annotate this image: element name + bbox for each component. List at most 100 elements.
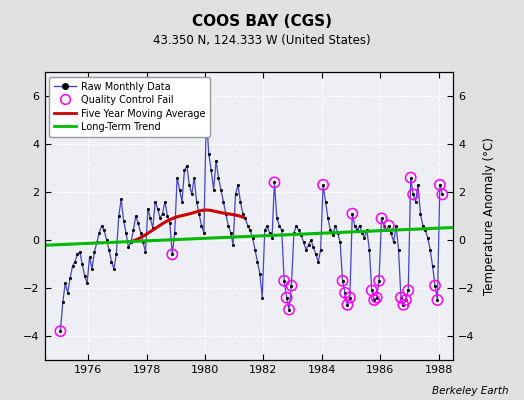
Point bbox=[197, 222, 205, 229]
Point bbox=[431, 282, 439, 289]
Point bbox=[127, 239, 135, 246]
Point bbox=[107, 258, 116, 265]
Point bbox=[85, 254, 94, 260]
Point bbox=[407, 174, 415, 181]
Text: Berkeley Earth: Berkeley Earth bbox=[432, 386, 508, 396]
Point bbox=[190, 174, 199, 181]
Point bbox=[395, 246, 403, 253]
Point bbox=[375, 278, 383, 284]
Point bbox=[319, 182, 328, 188]
Point bbox=[251, 246, 259, 253]
Point bbox=[426, 246, 434, 253]
Point bbox=[326, 227, 335, 234]
Point bbox=[236, 198, 245, 205]
Point bbox=[399, 302, 408, 308]
Point bbox=[399, 302, 408, 308]
Point bbox=[188, 191, 196, 198]
Point bbox=[156, 215, 165, 222]
Text: COOS BAY (CGS): COOS BAY (CGS) bbox=[192, 14, 332, 29]
Point bbox=[416, 210, 424, 217]
Point bbox=[231, 191, 239, 198]
Point bbox=[258, 294, 267, 301]
Point bbox=[124, 244, 133, 250]
Point bbox=[294, 227, 303, 234]
Point bbox=[302, 246, 310, 253]
Point bbox=[117, 196, 125, 202]
Point bbox=[110, 266, 118, 272]
Point bbox=[409, 191, 417, 198]
Point bbox=[78, 261, 86, 267]
Point bbox=[341, 290, 349, 296]
Point bbox=[397, 294, 405, 301]
Point bbox=[373, 294, 381, 301]
Point bbox=[361, 234, 369, 241]
Point bbox=[95, 230, 103, 236]
Point bbox=[331, 222, 340, 229]
Point bbox=[146, 215, 155, 222]
Point bbox=[161, 198, 169, 205]
Point bbox=[112, 251, 121, 258]
Point bbox=[210, 186, 218, 193]
Point bbox=[195, 210, 203, 217]
Point bbox=[377, 215, 386, 222]
Point bbox=[346, 294, 354, 301]
Point bbox=[119, 218, 128, 224]
Point bbox=[272, 215, 281, 222]
Point bbox=[168, 251, 177, 258]
Point bbox=[353, 227, 362, 234]
Point bbox=[438, 191, 446, 198]
Point bbox=[404, 287, 412, 294]
Point bbox=[154, 206, 162, 212]
Point bbox=[435, 182, 444, 188]
Point bbox=[71, 258, 79, 265]
Point bbox=[97, 222, 106, 229]
Point bbox=[56, 328, 64, 334]
Point bbox=[238, 210, 247, 217]
Point bbox=[297, 232, 305, 238]
Point bbox=[285, 306, 293, 313]
Point bbox=[319, 182, 328, 188]
Point bbox=[348, 210, 356, 217]
Point bbox=[370, 297, 378, 303]
Point bbox=[307, 237, 315, 243]
Point bbox=[241, 215, 249, 222]
Point bbox=[282, 294, 291, 301]
Point bbox=[438, 191, 446, 198]
Point bbox=[339, 278, 347, 284]
Point bbox=[132, 213, 140, 219]
Point bbox=[375, 278, 383, 284]
Point bbox=[282, 294, 291, 301]
Point bbox=[163, 213, 171, 219]
Point bbox=[59, 299, 67, 306]
Point bbox=[314, 258, 322, 265]
Point bbox=[207, 167, 215, 174]
Point bbox=[346, 294, 354, 301]
Point bbox=[158, 210, 167, 217]
Point bbox=[200, 230, 208, 236]
Point bbox=[389, 239, 398, 246]
Point bbox=[409, 191, 417, 198]
Point bbox=[253, 258, 261, 265]
Point bbox=[129, 227, 137, 234]
Point bbox=[287, 282, 296, 289]
Point bbox=[363, 227, 371, 234]
Point bbox=[234, 182, 242, 188]
Point bbox=[224, 222, 233, 229]
Point bbox=[90, 249, 99, 255]
Point bbox=[343, 302, 352, 308]
Text: 43.350 N, 124.333 W (United States): 43.350 N, 124.333 W (United States) bbox=[153, 34, 371, 47]
Point bbox=[134, 220, 143, 226]
Point bbox=[270, 179, 279, 186]
Point bbox=[316, 246, 325, 253]
Point bbox=[268, 234, 276, 241]
Point bbox=[367, 287, 376, 294]
Point bbox=[63, 290, 72, 296]
Point bbox=[343, 302, 352, 308]
Point bbox=[226, 230, 235, 236]
Point bbox=[180, 167, 189, 174]
Point bbox=[358, 230, 366, 236]
Point bbox=[365, 246, 374, 253]
Point bbox=[423, 234, 432, 241]
Point bbox=[397, 294, 405, 301]
Y-axis label: Temperature Anomaly (°C): Temperature Anomaly (°C) bbox=[483, 137, 496, 295]
